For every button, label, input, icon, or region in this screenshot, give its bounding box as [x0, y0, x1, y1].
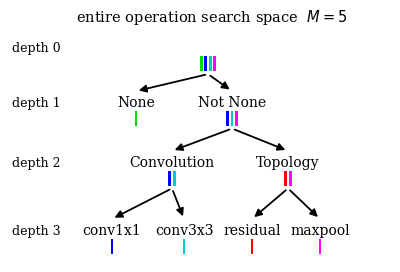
Bar	[182, 239, 186, 254]
Text: entire operation search space  $M = 5$: entire operation search space $M = 5$	[76, 8, 348, 27]
Text: residual: residual	[223, 224, 281, 238]
Text: Not None: Not None	[198, 96, 266, 110]
Bar	[110, 239, 114, 254]
Bar	[213, 57, 216, 72]
Bar	[204, 57, 207, 72]
Bar	[284, 171, 287, 186]
Bar	[319, 239, 322, 254]
Text: None: None	[117, 96, 155, 110]
Bar	[230, 111, 234, 126]
Bar	[209, 57, 212, 72]
Bar	[168, 171, 171, 186]
Text: conv1x1: conv1x1	[83, 224, 141, 238]
Bar	[235, 111, 238, 126]
Bar	[250, 239, 254, 254]
Text: depth 2: depth 2	[12, 157, 60, 170]
Text: depth 1: depth 1	[12, 97, 60, 110]
Bar	[289, 171, 292, 186]
Text: depth 0: depth 0	[12, 42, 60, 55]
Bar	[200, 57, 203, 72]
Bar	[226, 111, 229, 126]
Text: conv3x3: conv3x3	[155, 224, 213, 238]
Text: Topology: Topology	[256, 156, 320, 170]
Text: maxpool: maxpool	[290, 224, 350, 238]
Text: depth 3: depth 3	[12, 225, 60, 238]
Bar	[135, 111, 138, 126]
Text: Convolution: Convolution	[130, 156, 214, 170]
Bar	[173, 171, 176, 186]
